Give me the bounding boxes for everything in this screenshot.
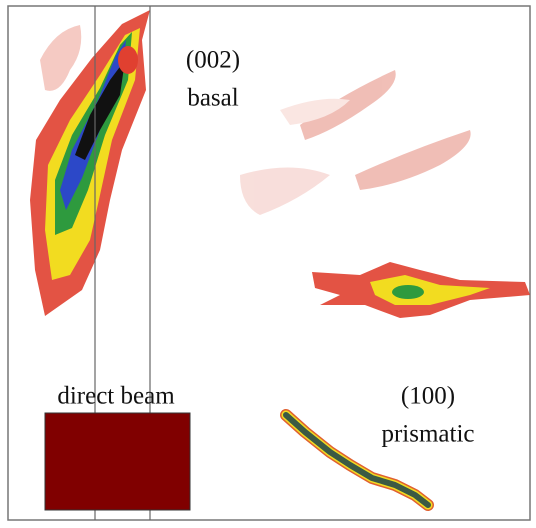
intensity-red	[118, 46, 138, 74]
peak-name: basal	[187, 85, 238, 112]
peak-index: (002)	[186, 47, 240, 74]
direct-beam-label: direct beam	[57, 383, 175, 410]
peak-name: prismatic	[381, 421, 474, 448]
page: {"peaks": [{"index": "(002)", "name": "b…	[0, 0, 536, 528]
diffraction-image: (002) basal direct beam (100) prismatic	[0, 0, 536, 528]
peak-index: (100)	[401, 383, 455, 410]
intensity-green	[392, 285, 424, 299]
direct-beam-stop	[45, 413, 190, 510]
